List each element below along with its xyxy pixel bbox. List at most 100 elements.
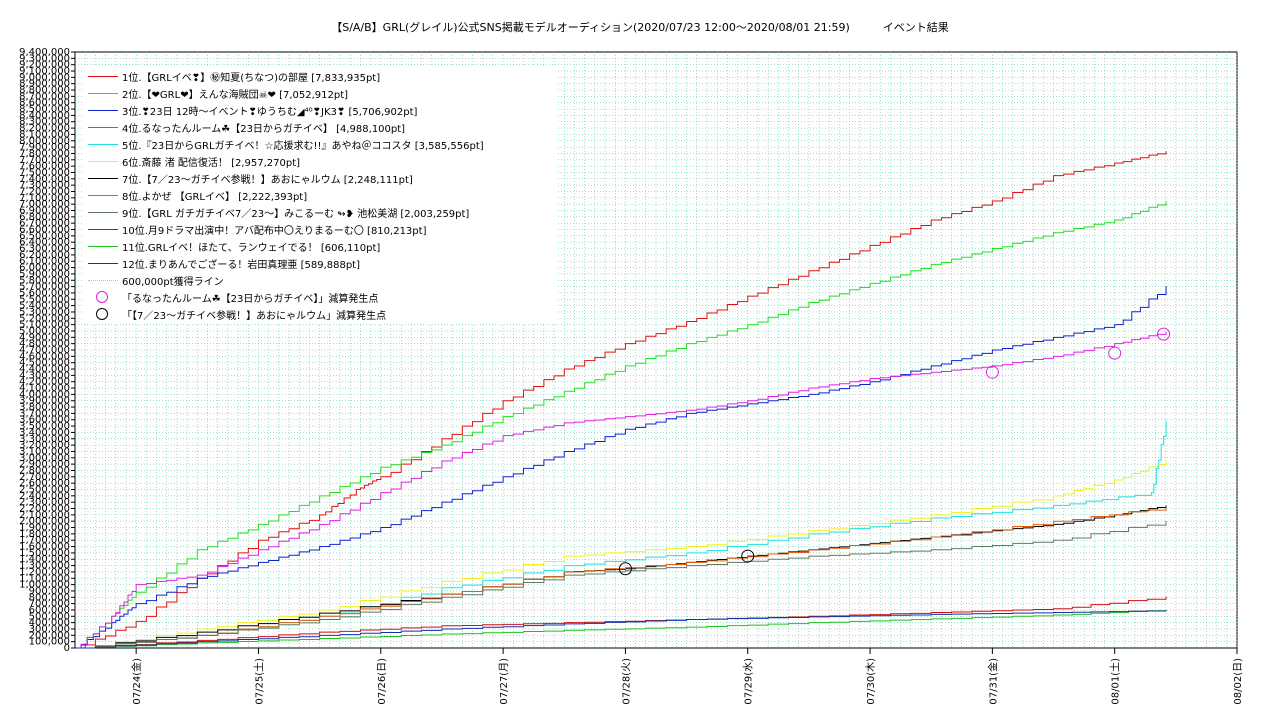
y-tick-label: 8,300,000 — [19, 117, 70, 128]
y-tick-label: 1,600,000 — [19, 542, 70, 553]
y-tick-label: 4,600,000 — [19, 351, 70, 362]
legend-label: 4位.るなったんルーム☘【23日からガチイベ】 [4,988,100pt] — [122, 124, 406, 135]
y-tick-label: 5,000,000 — [19, 326, 70, 337]
y-tick-label: 900,000 — [29, 586, 70, 597]
y-tick-label: 2,500,000 — [19, 484, 70, 495]
y-tick-label: 8,000,000 — [19, 136, 70, 147]
y-tick-label: 6,500,000 — [19, 231, 70, 242]
legend-swatch — [88, 144, 118, 145]
y-tick-label: 3,000,000 — [19, 453, 70, 464]
legend: 1位.【GRLイベ❣】㊙知夏(ちなつ)の部屋 [7,833,935pt] 2位.【… — [82, 66, 558, 324]
legend-item-2: 2位.【❤GRL❤】えんな海賊団☠❤ [7,052,912pt] — [82, 85, 558, 102]
series-line-3 — [75, 286, 1167, 649]
y-tick-label: 800,000 — [29, 592, 70, 603]
y-tick-label: 5,800,000 — [19, 275, 70, 286]
y-tick-label: 2,400,000 — [19, 491, 70, 502]
legend-swatch — [88, 93, 118, 94]
legend-item-7: 7位.【7／23〜ガチイベ参戦！】あおにゃルウム [2,248,111pt] — [82, 170, 558, 187]
legend-swatch — [88, 161, 118, 162]
y-tick-label: 9,300,000 — [19, 53, 70, 64]
legend-item-8: 8位.よかぜ 【GRLイベ】 [2,222,393pt] — [82, 187, 558, 204]
y-tick-label: 6,400,000 — [19, 237, 70, 248]
legend-label: 10位.月9ドラマ出演中！アバ配布中〇えりまるーむ〇 [810,213pt] — [122, 226, 427, 237]
y-tick-label: 700,000 — [29, 599, 70, 610]
y-tick-label: 7,700,000 — [19, 155, 70, 166]
y-tick-label: 1,100,000 — [19, 573, 70, 584]
legend-item-3: 3位.❣23日 12時〜イベント❣ゆうちむ◢⁴⁰❣JK3❣ [5,706,902… — [82, 102, 558, 119]
y-tick-label: 6,900,000 — [19, 206, 70, 217]
y-tick-label: 1,900,000 — [19, 523, 70, 534]
series-line-12 — [75, 610, 1167, 649]
y-tick-label: 7,100,000 — [19, 193, 70, 204]
legend-label: 9位.【GRL ガチガチイベ7／23〜】みこるーむ ↬❥ 池松美湖 [2,003… — [122, 209, 470, 220]
y-tick-label: 3,100,000 — [19, 446, 70, 457]
y-tick-label: 2,800,000 — [19, 465, 70, 476]
y-tick-label: 7,400,000 — [19, 174, 70, 185]
series-line-9 — [75, 520, 1167, 649]
x-tick-label: 08/01(土) — [1109, 658, 1122, 705]
y-tick-label: 7,800,000 — [19, 148, 70, 159]
legend-label: 2位.【❤GRL❤】えんな海賊団☠❤ [7,052,912pt] — [122, 90, 349, 101]
legend-label: 5位.『23日からGRLガチイベ！☆応援求む!!』あやね＠ココスタ [3,585… — [122, 141, 484, 152]
y-tick-label: 8,900,000 — [19, 79, 70, 90]
series-line-2 — [75, 200, 1167, 649]
y-tick-label: 6,300,000 — [19, 244, 70, 255]
legend-item-5: 5位.『23日からGRLガチイベ！☆応援求む!!』あやね＠ココスタ [3,585… — [82, 136, 558, 153]
y-tick-label: 6,700,000 — [19, 218, 70, 229]
legend-label: 11位.GRLイベ！ほたて、ランウェイでる！ [606,110pt] — [122, 243, 381, 254]
y-tick-label: 6,600,000 — [19, 225, 70, 236]
series-line-10 — [75, 596, 1167, 649]
y-tick-label: 4,300,000 — [19, 370, 70, 381]
y-tick-label: 8,800,000 — [19, 85, 70, 96]
y-tick-label: 5,200,000 — [19, 313, 70, 324]
y-tick-label: 4,700,000 — [19, 345, 70, 356]
y-tick-label: 1,500,000 — [19, 548, 70, 559]
x-tick-label: 07/29(水) — [743, 658, 755, 705]
y-tick-label: 3,800,000 — [19, 402, 70, 413]
y-tick-label: 0 — [64, 643, 70, 654]
y-tick-label: 4,800,000 — [19, 339, 70, 350]
y-tick-label: 8,400,000 — [19, 110, 70, 121]
y-tick-label: 3,600,000 — [19, 415, 70, 426]
y-tick-label: 2,900,000 — [19, 459, 70, 470]
legend-item-marker-2: 「【7／23〜ガチイベ参戦！】あおにゃルウム」減算発生点 — [82, 306, 558, 323]
y-tick-label: 1,300,000 — [19, 561, 70, 572]
y-tick-label: 2,300,000 — [19, 497, 70, 508]
legend-swatch — [88, 263, 118, 264]
y-tick-label: 400,000 — [29, 618, 70, 629]
y-tick-label: 4,100,000 — [19, 383, 70, 394]
legend-item-12: 12位.まりあんでござーる！岩田真理亜 [589,888pt] — [82, 255, 558, 272]
y-tick-label: 5,600,000 — [19, 288, 70, 299]
legend-swatch — [88, 212, 118, 213]
y-tick-label: 6,000,000 — [19, 263, 70, 274]
legend-swatch — [88, 280, 118, 281]
y-tick-label: 1,200,000 — [19, 567, 70, 578]
legend-item-1: 1位.【GRLイベ❣】㊙知夏(ちなつ)の部屋 [7,833,935pt] — [82, 68, 558, 85]
y-tick-label: 5,900,000 — [19, 269, 70, 280]
y-tick-label: 1,000,000 — [19, 580, 70, 591]
x-tick-label: 07/25(土) — [252, 658, 265, 705]
y-tick-label: 5,400,000 — [19, 301, 70, 312]
legend-swatch — [96, 291, 108, 303]
y-tick-label: 300,000 — [29, 624, 70, 635]
series-line-11 — [75, 609, 1167, 649]
x-tick-label: 07/26(日) — [377, 658, 388, 705]
y-tick-label: 3,500,000 — [19, 421, 70, 432]
series-line-4 — [75, 331, 1167, 649]
series-line-8 — [75, 507, 1167, 649]
legend-item-4: 4位.るなったんルーム☘【23日からガチイベ】 [4,988,100pt] — [82, 119, 558, 136]
y-tick-label: 6,800,000 — [19, 212, 70, 223]
y-tick-label: 3,400,000 — [19, 427, 70, 438]
y-tick-label: 200,000 — [29, 630, 70, 641]
y-tick-label: 4,200,000 — [19, 377, 70, 388]
y-tick-label: 4,400,000 — [19, 364, 70, 375]
marker-point-1 — [1108, 346, 1122, 360]
y-tick-label: 1,800,000 — [19, 529, 70, 540]
y-tick-label: 8,200,000 — [19, 123, 70, 134]
marker-point-2 — [618, 562, 632, 576]
y-tick-label: 8,100,000 — [19, 129, 70, 140]
y-tick-label: 5,500,000 — [19, 294, 70, 305]
legend-label: 12位.まりあんでござーる！岩田真理亜 [589,888pt] — [122, 260, 361, 271]
y-tick-label: 4,000,000 — [19, 389, 70, 400]
y-tick-label: 3,700,000 — [19, 408, 70, 419]
